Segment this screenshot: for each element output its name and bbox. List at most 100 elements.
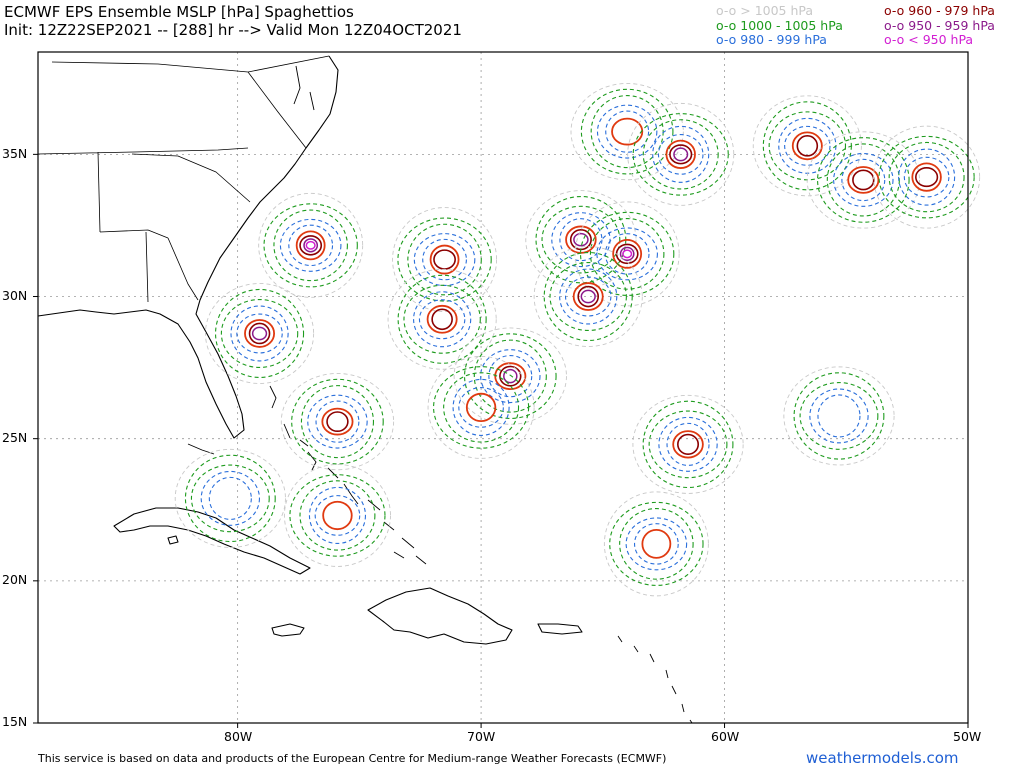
isobar-ring — [915, 167, 939, 188]
isobar-ring — [652, 125, 710, 183]
isobar-ring — [574, 201, 680, 307]
isobar-ring — [403, 284, 481, 354]
isobar-ring — [784, 125, 831, 166]
low-pressure-system — [603, 491, 709, 597]
isobar-ring — [551, 212, 611, 268]
isobar-ring — [433, 366, 530, 449]
isobar-ring — [326, 411, 349, 433]
isobar-ring — [632, 394, 744, 494]
isobar-ring — [609, 501, 704, 586]
low-pressure-system — [258, 192, 364, 298]
low-pressure-system — [387, 268, 497, 370]
legend-entry-1000-1005: o-o 1000 - 1005 hPa — [716, 17, 843, 33]
isobar-ring — [627, 102, 735, 206]
isobar-ring — [622, 249, 633, 259]
isobar-ring — [387, 268, 497, 370]
isobar-ring — [888, 141, 965, 213]
isobar-ring — [549, 262, 627, 332]
isobar-ring — [572, 282, 604, 311]
lat-label-20n: 20N — [2, 572, 28, 587]
isobar-ring — [431, 308, 453, 331]
isobar-ring — [768, 111, 847, 181]
isobar-ring — [580, 88, 674, 175]
isobar-ring — [230, 305, 289, 362]
ecmwf-attribution: This service is based on data and produc… — [38, 752, 667, 765]
isobar-ring — [809, 388, 869, 444]
isobar-ring — [817, 137, 910, 223]
legend-column-right: o-o 960 - 979 hPa o-o 950 - 959 hPa o-o … — [884, 3, 995, 48]
lat-label-35n: 35N — [2, 146, 28, 161]
isobar-ring — [494, 362, 527, 390]
isla-de-la-juventud — [167, 535, 179, 545]
isobar-ring — [605, 110, 650, 153]
isobar-ring — [314, 495, 361, 536]
isobar-ring — [488, 354, 533, 398]
isobar-ring — [480, 349, 541, 404]
isobar-ring — [793, 372, 885, 460]
isobar-ring — [458, 387, 504, 428]
isobar-ring — [263, 203, 358, 288]
isobar-ring — [559, 218, 603, 262]
isobar-ring — [847, 166, 880, 194]
map-frame — [37, 51, 969, 724]
isobar-ring — [625, 517, 688, 571]
isobar-ring — [806, 131, 920, 229]
low-pressure-system — [525, 190, 637, 290]
isobar-ring — [673, 147, 689, 162]
isobar-ring — [453, 327, 567, 425]
isobar-ring — [535, 195, 627, 284]
low-pressure-system — [205, 283, 315, 384]
isobar-ring — [642, 400, 734, 489]
isobar-ring — [251, 326, 268, 341]
low-pressure-system — [574, 201, 680, 307]
isobar-ring — [669, 144, 693, 165]
isobar-ring — [280, 373, 395, 471]
isobar-ring — [291, 378, 384, 465]
isobar-ring — [633, 523, 679, 565]
isobar-ring — [579, 211, 675, 296]
legend-entry-980-999: o-o 980 - 999 hPa — [716, 32, 827, 47]
chart-title: ECMWF EPS Ensemble MSLP [hPa] Spaghettio… — [4, 3, 354, 21]
isobar-ring — [279, 218, 342, 272]
isobar-ring — [208, 476, 252, 520]
isobar-ring — [796, 135, 819, 157]
isobar-ring — [903, 156, 950, 198]
isobar-ring — [642, 119, 719, 190]
isobar-ring — [648, 410, 728, 479]
isobar-ring — [657, 133, 704, 175]
isobar-ring — [299, 480, 376, 551]
puerto-rico — [537, 623, 583, 635]
legend-entry-960-979: o-o 960 - 979 hPa — [884, 3, 995, 18]
low-pressure-system — [392, 207, 498, 313]
low-pressure-system — [570, 83, 684, 181]
isobar-ring — [612, 238, 643, 269]
isobar-ring — [307, 394, 368, 449]
isobar-ring — [564, 276, 612, 317]
jamaica — [271, 623, 305, 637]
low-pressure-system — [806, 131, 920, 229]
isobar-ring — [305, 240, 316, 250]
legend-entry-above-1005: o-o > 1005 hPa — [716, 3, 814, 18]
chesapeake — [293, 65, 315, 111]
map-panel: 35N 30N 25N 20N 15N 80W 70W 60W 50W — [2, 51, 981, 744]
isobar-ring — [503, 368, 518, 384]
isobar-ring — [833, 152, 894, 207]
isobar-ring — [473, 339, 547, 413]
isobar-ring — [619, 246, 635, 261]
isobar-ring — [413, 233, 476, 287]
isobar-ring — [570, 83, 684, 181]
isobar-ring — [200, 470, 260, 526]
isobar-ring — [184, 454, 276, 543]
isobar-ring — [190, 464, 270, 533]
isobar-ring — [463, 333, 557, 419]
isobar-ring — [418, 299, 466, 340]
cuba — [113, 507, 311, 575]
isobar-ring — [258, 192, 364, 298]
isobar-ring — [397, 217, 492, 302]
isobar-ring — [465, 392, 497, 423]
isobar-ring — [308, 486, 367, 544]
map-canvas — [33, 51, 981, 728]
brand-link[interactable]: weathermodels.com — [806, 749, 959, 767]
isobar-ring — [220, 298, 299, 368]
low-pressure-system — [283, 464, 391, 567]
